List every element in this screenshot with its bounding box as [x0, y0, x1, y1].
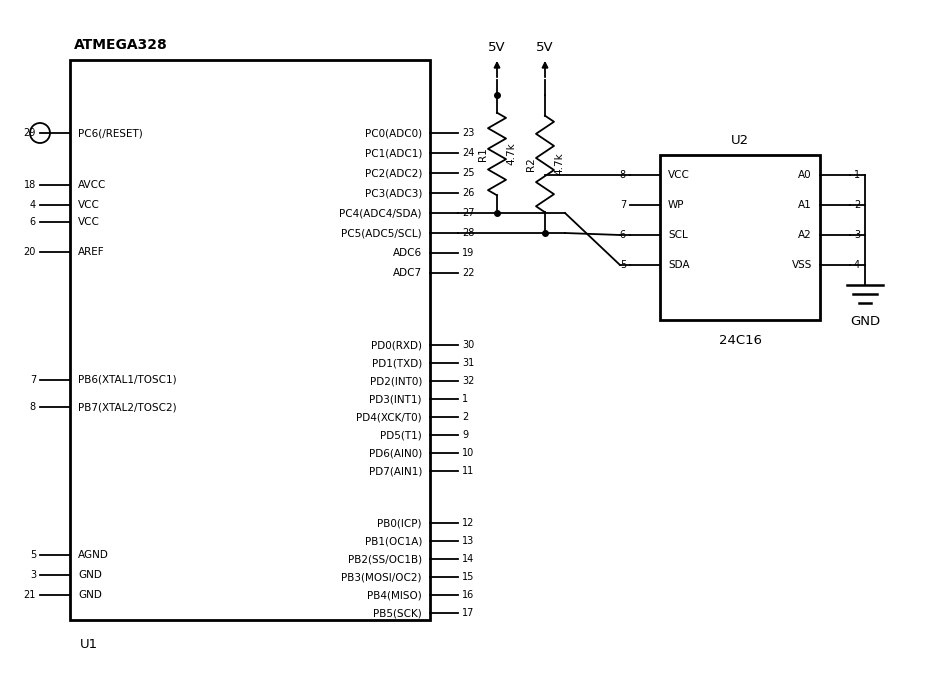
Text: 16: 16: [462, 590, 475, 600]
Text: GND: GND: [850, 315, 880, 328]
Text: VSS: VSS: [792, 260, 812, 270]
Text: ATMEGA328: ATMEGA328: [74, 38, 168, 52]
Text: 12: 12: [462, 518, 475, 528]
Text: 17: 17: [462, 608, 475, 618]
Text: GND: GND: [78, 590, 102, 600]
Text: 27: 27: [462, 208, 475, 218]
Text: PD2(INT0): PD2(INT0): [370, 376, 422, 386]
Text: 6: 6: [30, 217, 36, 227]
Text: 14: 14: [462, 554, 475, 564]
Text: 28: 28: [462, 228, 475, 238]
Text: SDA: SDA: [668, 260, 690, 270]
Text: 31: 31: [462, 358, 475, 368]
Text: 4.7k: 4.7k: [554, 152, 564, 175]
Text: 32: 32: [462, 376, 475, 386]
Text: PC0(ADC0): PC0(ADC0): [365, 128, 422, 138]
Text: 10: 10: [462, 448, 475, 458]
Text: PC3(ADC3): PC3(ADC3): [365, 188, 422, 198]
Text: 19: 19: [462, 248, 475, 258]
Text: PB3(MOSI/OC2): PB3(MOSI/OC2): [342, 572, 422, 582]
Text: R2: R2: [526, 157, 536, 171]
Text: PD0(RXD): PD0(RXD): [371, 340, 422, 350]
Text: PB6(XTAL1/TOSC1): PB6(XTAL1/TOSC1): [78, 375, 177, 385]
Text: 7: 7: [30, 375, 36, 385]
Text: 5V: 5V: [536, 41, 554, 54]
Text: ADC7: ADC7: [393, 268, 422, 278]
Text: PC6(/RESET): PC6(/RESET): [78, 128, 143, 138]
Text: 3: 3: [30, 570, 36, 580]
Text: 8: 8: [620, 170, 626, 180]
Text: 11: 11: [462, 466, 475, 476]
Text: PC4(ADC4/SDA): PC4(ADC4/SDA): [340, 208, 422, 218]
Text: 29: 29: [23, 128, 36, 138]
Text: VCC: VCC: [668, 170, 690, 180]
Text: 5: 5: [30, 550, 36, 560]
Bar: [660, 155, 820, 320]
Text: PC2(ADC2): PC2(ADC2): [365, 168, 422, 178]
Text: SCL: SCL: [668, 230, 688, 240]
Text: 4.7k: 4.7k: [506, 143, 516, 165]
Text: 4: 4: [854, 260, 860, 270]
Bar: [70, 60, 430, 620]
Text: 1: 1: [854, 170, 860, 180]
Text: PB2(SS/OC1B): PB2(SS/OC1B): [348, 554, 422, 564]
Text: 20: 20: [23, 247, 36, 257]
Text: 24: 24: [462, 148, 475, 158]
Text: A1: A1: [798, 200, 812, 210]
Text: GND: GND: [78, 570, 102, 580]
Text: U2: U2: [731, 134, 749, 147]
Text: 22: 22: [462, 268, 475, 278]
Text: 8: 8: [30, 402, 36, 412]
Text: PB4(MISO): PB4(MISO): [367, 590, 422, 600]
Text: AREF: AREF: [78, 247, 105, 257]
Text: PD3(INT1): PD3(INT1): [370, 394, 422, 404]
Text: 18: 18: [23, 180, 36, 190]
Text: PB7(XTAL2/TOSC2): PB7(XTAL2/TOSC2): [78, 402, 177, 412]
Text: WP: WP: [668, 200, 684, 210]
Text: PD6(AIN0): PD6(AIN0): [369, 448, 422, 458]
Text: 5: 5: [620, 260, 626, 270]
Text: PB0(ICP): PB0(ICP): [377, 518, 422, 528]
Text: 9: 9: [462, 430, 468, 440]
Text: PC1(ADC1): PC1(ADC1): [365, 148, 422, 158]
Text: PD5(T1): PD5(T1): [380, 430, 422, 440]
Text: AGND: AGND: [78, 550, 109, 560]
Text: 7: 7: [620, 200, 626, 210]
Text: A2: A2: [798, 230, 812, 240]
Text: U1: U1: [80, 638, 98, 651]
Text: PC5(ADC5/SCL): PC5(ADC5/SCL): [342, 228, 422, 238]
Text: R1: R1: [478, 147, 488, 161]
Text: 26: 26: [462, 188, 475, 198]
Text: 3: 3: [854, 230, 860, 240]
Text: 2: 2: [854, 200, 860, 210]
Text: 4: 4: [30, 200, 36, 210]
Text: PD1(TXD): PD1(TXD): [372, 358, 422, 368]
Text: 21: 21: [23, 590, 36, 600]
Text: 13: 13: [462, 536, 475, 546]
Text: A0: A0: [798, 170, 812, 180]
Text: PD4(XCK/T0): PD4(XCK/T0): [357, 412, 422, 422]
Text: PB1(OC1A): PB1(OC1A): [365, 536, 422, 546]
Text: 6: 6: [620, 230, 626, 240]
Text: 2: 2: [462, 412, 468, 422]
Text: ADC6: ADC6: [393, 248, 422, 258]
Text: 24C16: 24C16: [719, 334, 762, 347]
Text: 1: 1: [462, 394, 468, 404]
Text: AVCC: AVCC: [78, 180, 107, 190]
Text: 23: 23: [462, 128, 475, 138]
Text: PD7(AIN1): PD7(AIN1): [369, 466, 422, 476]
Text: 5V: 5V: [489, 41, 505, 54]
Text: PB5(SCK): PB5(SCK): [373, 608, 422, 618]
Text: 25: 25: [462, 168, 475, 178]
Text: 15: 15: [462, 572, 475, 582]
Text: VCC: VCC: [78, 200, 100, 210]
Text: VCC: VCC: [78, 217, 100, 227]
Text: 30: 30: [462, 340, 475, 350]
